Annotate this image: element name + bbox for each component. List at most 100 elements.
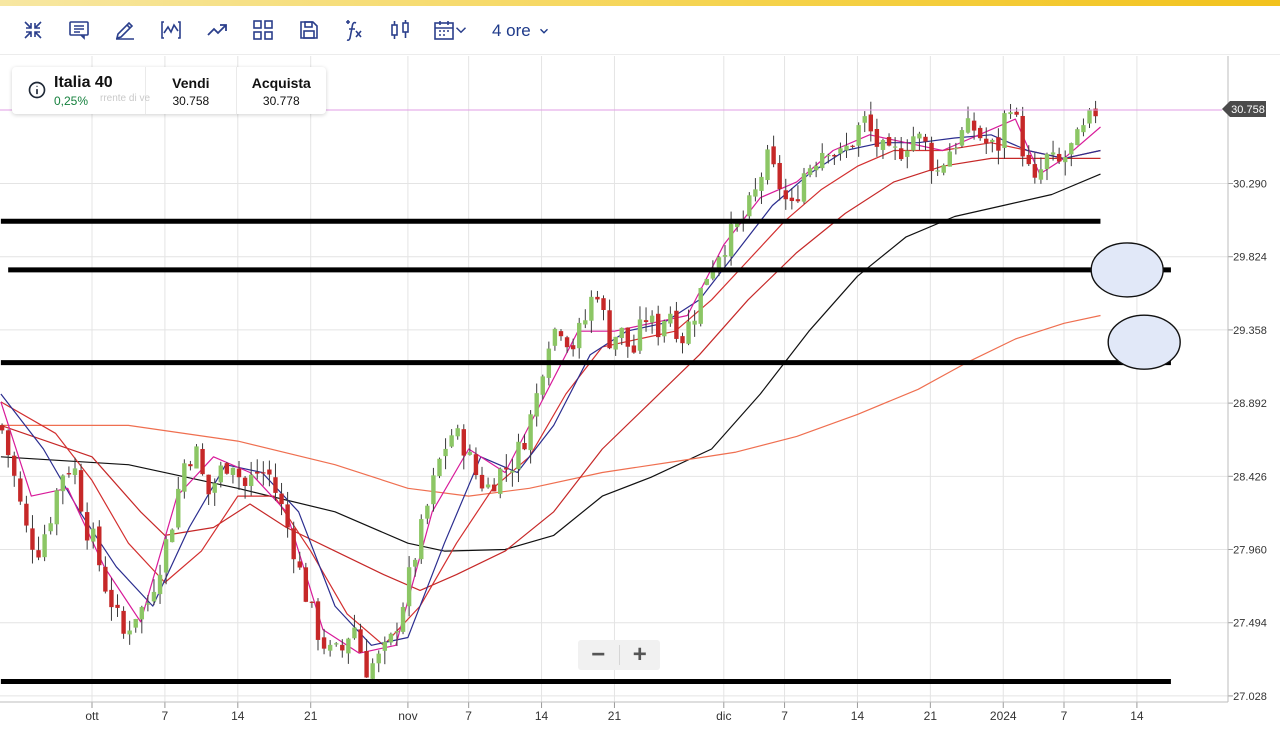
candle-up (54, 490, 59, 525)
candle-up (838, 148, 843, 154)
zoom-in-button[interactable]: + (632, 641, 647, 668)
instrument-section[interactable]: rrente di ve Italia 40 0,25% (12, 67, 150, 114)
x-tick-label: 14 (1130, 709, 1144, 723)
candle-down (874, 128, 880, 147)
timeframe-selector[interactable]: 4 ore (492, 20, 551, 42)
pencil-icon[interactable] (111, 16, 139, 44)
candle-up (406, 567, 412, 607)
candle-up (370, 663, 375, 679)
candle-down (601, 298, 606, 310)
candle-down (36, 550, 41, 558)
candle-up (437, 458, 442, 477)
candle-up (443, 448, 448, 457)
candle-down (461, 429, 466, 456)
candle-down (655, 313, 661, 338)
candle-down (607, 310, 612, 349)
candle-up (716, 257, 722, 270)
candle-down (643, 320, 649, 323)
candle-down (30, 528, 35, 550)
layout-grid-icon[interactable] (249, 16, 277, 44)
candle-up (157, 574, 163, 595)
instrument-change: 0,25% (54, 94, 89, 108)
candle-down (977, 127, 983, 139)
candle-up (334, 643, 339, 645)
trend-icon[interactable] (203, 16, 231, 44)
calendar-icon[interactable] (430, 16, 458, 44)
zoom-separator (618, 645, 620, 665)
candlestick-icon[interactable] (386, 16, 414, 44)
candle-up (734, 222, 740, 228)
ma-line (0, 134, 1101, 646)
candle-down (929, 142, 934, 172)
candle-up (704, 279, 709, 285)
chevron-down-icon (539, 28, 548, 34)
x-tick-label: 21 (304, 709, 318, 723)
calendar-chevron-down-icon[interactable] (452, 16, 470, 44)
candle-down (66, 473, 72, 475)
candle-up (1069, 143, 1074, 155)
candle-down (522, 442, 527, 450)
x-tick-label: ott (85, 709, 99, 723)
candle-up (953, 147, 959, 150)
comment-icon[interactable] (65, 16, 93, 44)
ghost-text: rrente di ve (100, 93, 151, 104)
info-icon[interactable] (27, 80, 47, 100)
candle-up (856, 125, 861, 146)
candle-up (728, 224, 734, 257)
candle-down (631, 345, 637, 353)
x-tick-label: 2024 (990, 709, 1017, 723)
candlesticks (0, 100, 1098, 683)
candle-up (388, 633, 394, 643)
zoom-out-button[interactable]: − (591, 641, 606, 668)
candle-down (200, 448, 205, 475)
candle-up (1081, 125, 1086, 133)
candle-up (759, 176, 764, 191)
candle-down (996, 137, 1001, 151)
sell-label: Vendi (172, 75, 210, 91)
candle-down (364, 651, 369, 678)
candle-up (649, 315, 655, 323)
line-chart-icon[interactable] (157, 16, 185, 44)
candle-up (1087, 109, 1092, 124)
candle-down (898, 148, 904, 160)
candle-down (783, 190, 788, 200)
candle-up (905, 150, 910, 157)
candle-down (1056, 153, 1062, 162)
candle-up (48, 523, 53, 532)
candle-up (583, 320, 588, 325)
candle-down (1020, 115, 1025, 157)
candle-down (97, 526, 102, 566)
candle-up (176, 488, 181, 528)
candle-up (619, 327, 624, 339)
candle-up (1075, 129, 1080, 146)
x-tick-label: 7 (1061, 709, 1068, 723)
candle-down (1093, 108, 1098, 117)
candle-up (637, 319, 643, 351)
sell-button[interactable]: Vendi 30.758 (146, 67, 237, 114)
candle-down (777, 162, 782, 189)
candle-up (182, 463, 187, 492)
candle-up (686, 321, 691, 344)
candle-up (892, 146, 898, 148)
collapse-icon[interactable] (19, 16, 47, 44)
buy-button[interactable]: Acquista 30.778 (237, 67, 326, 114)
candle-down (297, 561, 302, 568)
candle-up (145, 603, 151, 605)
formula-icon[interactable] (341, 16, 369, 44)
candle-down (121, 610, 126, 634)
save-icon[interactable] (295, 16, 323, 44)
candle-up (1002, 113, 1007, 148)
candle-up (698, 288, 703, 324)
candle-up (540, 376, 545, 395)
y-tick-label: 30.290 (1233, 179, 1267, 191)
y-tick-label: 27.960 (1233, 545, 1267, 557)
candle-down (674, 310, 679, 339)
candle-up (212, 483, 217, 493)
candle-down (84, 512, 90, 541)
candle-up (218, 465, 223, 483)
buy-label: Acquista (251, 75, 311, 91)
candle-up (498, 468, 503, 494)
x-axis: ott 7 14 21 nov 7 14 21 dic 7 14 21 2024 7 14 (0, 701, 1228, 723)
candle-down (309, 601, 315, 603)
price-chart[interactable]: ott 7 14 21 nov 7 14 21 dic 7 14 21 2024 7 14 30.290 29… (0, 55, 1280, 731)
